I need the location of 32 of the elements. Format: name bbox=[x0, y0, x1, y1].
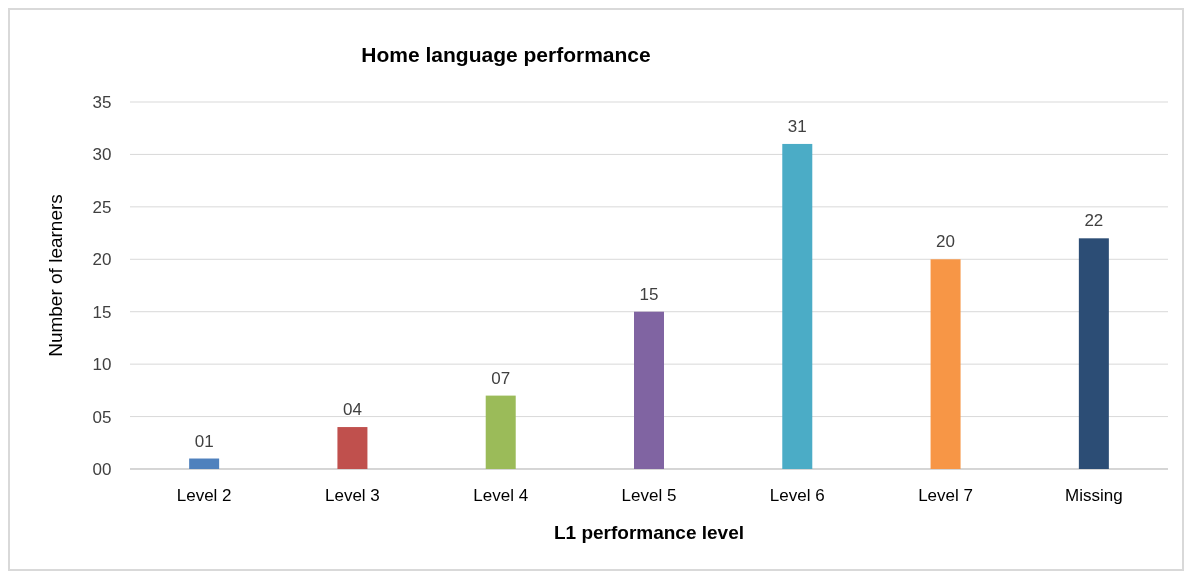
bar bbox=[634, 311, 664, 469]
y-axis-title: Number of learners bbox=[45, 194, 66, 357]
bar bbox=[337, 427, 368, 469]
y-tick-label: 10 bbox=[92, 355, 112, 375]
bar bbox=[782, 143, 813, 469]
chart-title: Home language performance bbox=[361, 43, 651, 66]
data-label: 15 bbox=[639, 284, 659, 304]
x-tick-label: Level 3 bbox=[325, 486, 380, 505]
y-tick-label: 15 bbox=[92, 302, 112, 322]
x-tick-label: Missing bbox=[1065, 486, 1123, 505]
bar bbox=[1078, 238, 1109, 469]
x-tick-label: Level 2 bbox=[176, 486, 232, 505]
data-label: 01 bbox=[194, 431, 214, 451]
data-label: 04 bbox=[342, 400, 362, 420]
x-tick-label: Level 4 bbox=[473, 486, 529, 505]
y-tick-label: 20 bbox=[92, 250, 112, 270]
bar bbox=[189, 458, 220, 469]
bar bbox=[930, 259, 961, 469]
y-tick-label: 25 bbox=[92, 197, 112, 217]
y-tick-label: 00 bbox=[92, 459, 112, 479]
y-tick-label: 35 bbox=[92, 92, 112, 112]
x-axis-title: L1 performance level bbox=[553, 522, 745, 543]
x-tick-label: Level 5 bbox=[621, 486, 677, 505]
y-tick-label: 05 bbox=[92, 407, 112, 427]
data-label: 22 bbox=[1084, 211, 1104, 231]
bar bbox=[485, 395, 516, 469]
data-label: 31 bbox=[787, 116, 807, 136]
x-tick-label: Level 6 bbox=[769, 486, 825, 505]
x-tick-label: Level 7 bbox=[918, 486, 973, 505]
data-label: 20 bbox=[936, 232, 956, 252]
data-label: 07 bbox=[491, 368, 511, 388]
y-tick-label: 30 bbox=[92, 145, 112, 165]
